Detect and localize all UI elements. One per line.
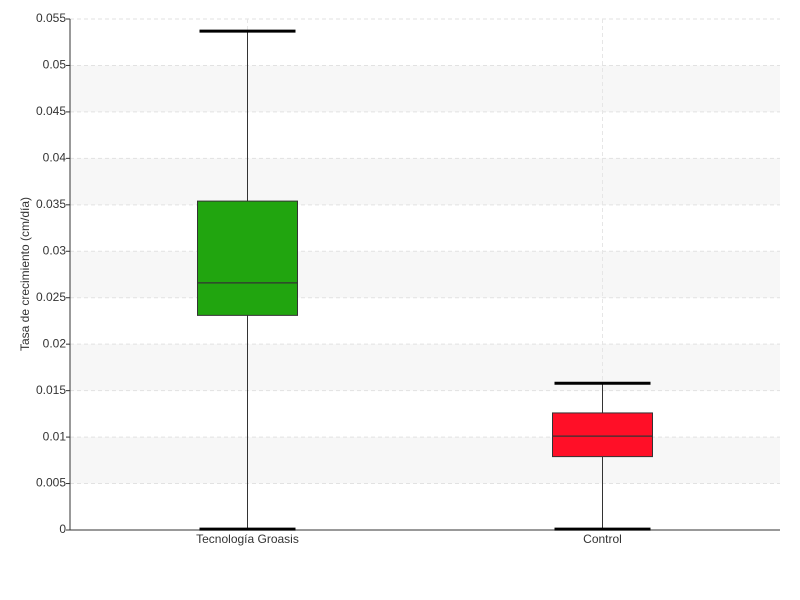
grid-band (70, 65, 780, 112)
y-tick-label: 0.045 (36, 104, 66, 118)
y-tick-label: 0.04 (43, 151, 67, 165)
grid-band (70, 437, 780, 484)
y-tick-label: 0.01 (43, 429, 67, 443)
y-tick-label: 0.05 (43, 58, 67, 72)
grid-band (70, 158, 780, 205)
grid-band (70, 251, 780, 298)
y-tick-label: 0.025 (36, 290, 66, 304)
x-tick-label: Control (583, 532, 622, 546)
box (552, 412, 653, 458)
box (197, 200, 298, 316)
y-tick-label: 0.015 (36, 383, 66, 397)
y-tick-label: 0.02 (43, 336, 67, 350)
grid-band (70, 344, 780, 391)
y-tick-label: 0 (59, 522, 66, 536)
y-tick-label: 0.035 (36, 197, 66, 211)
y-tick-label: 0.03 (43, 243, 67, 257)
y-tick-label: 0.005 (36, 476, 66, 490)
x-tick-label: Tecnología Groasis (196, 532, 299, 546)
y-axis-label: Tasa de crecimiento (cm/día) (18, 197, 32, 351)
y-tick-label: 0.055 (36, 11, 66, 25)
